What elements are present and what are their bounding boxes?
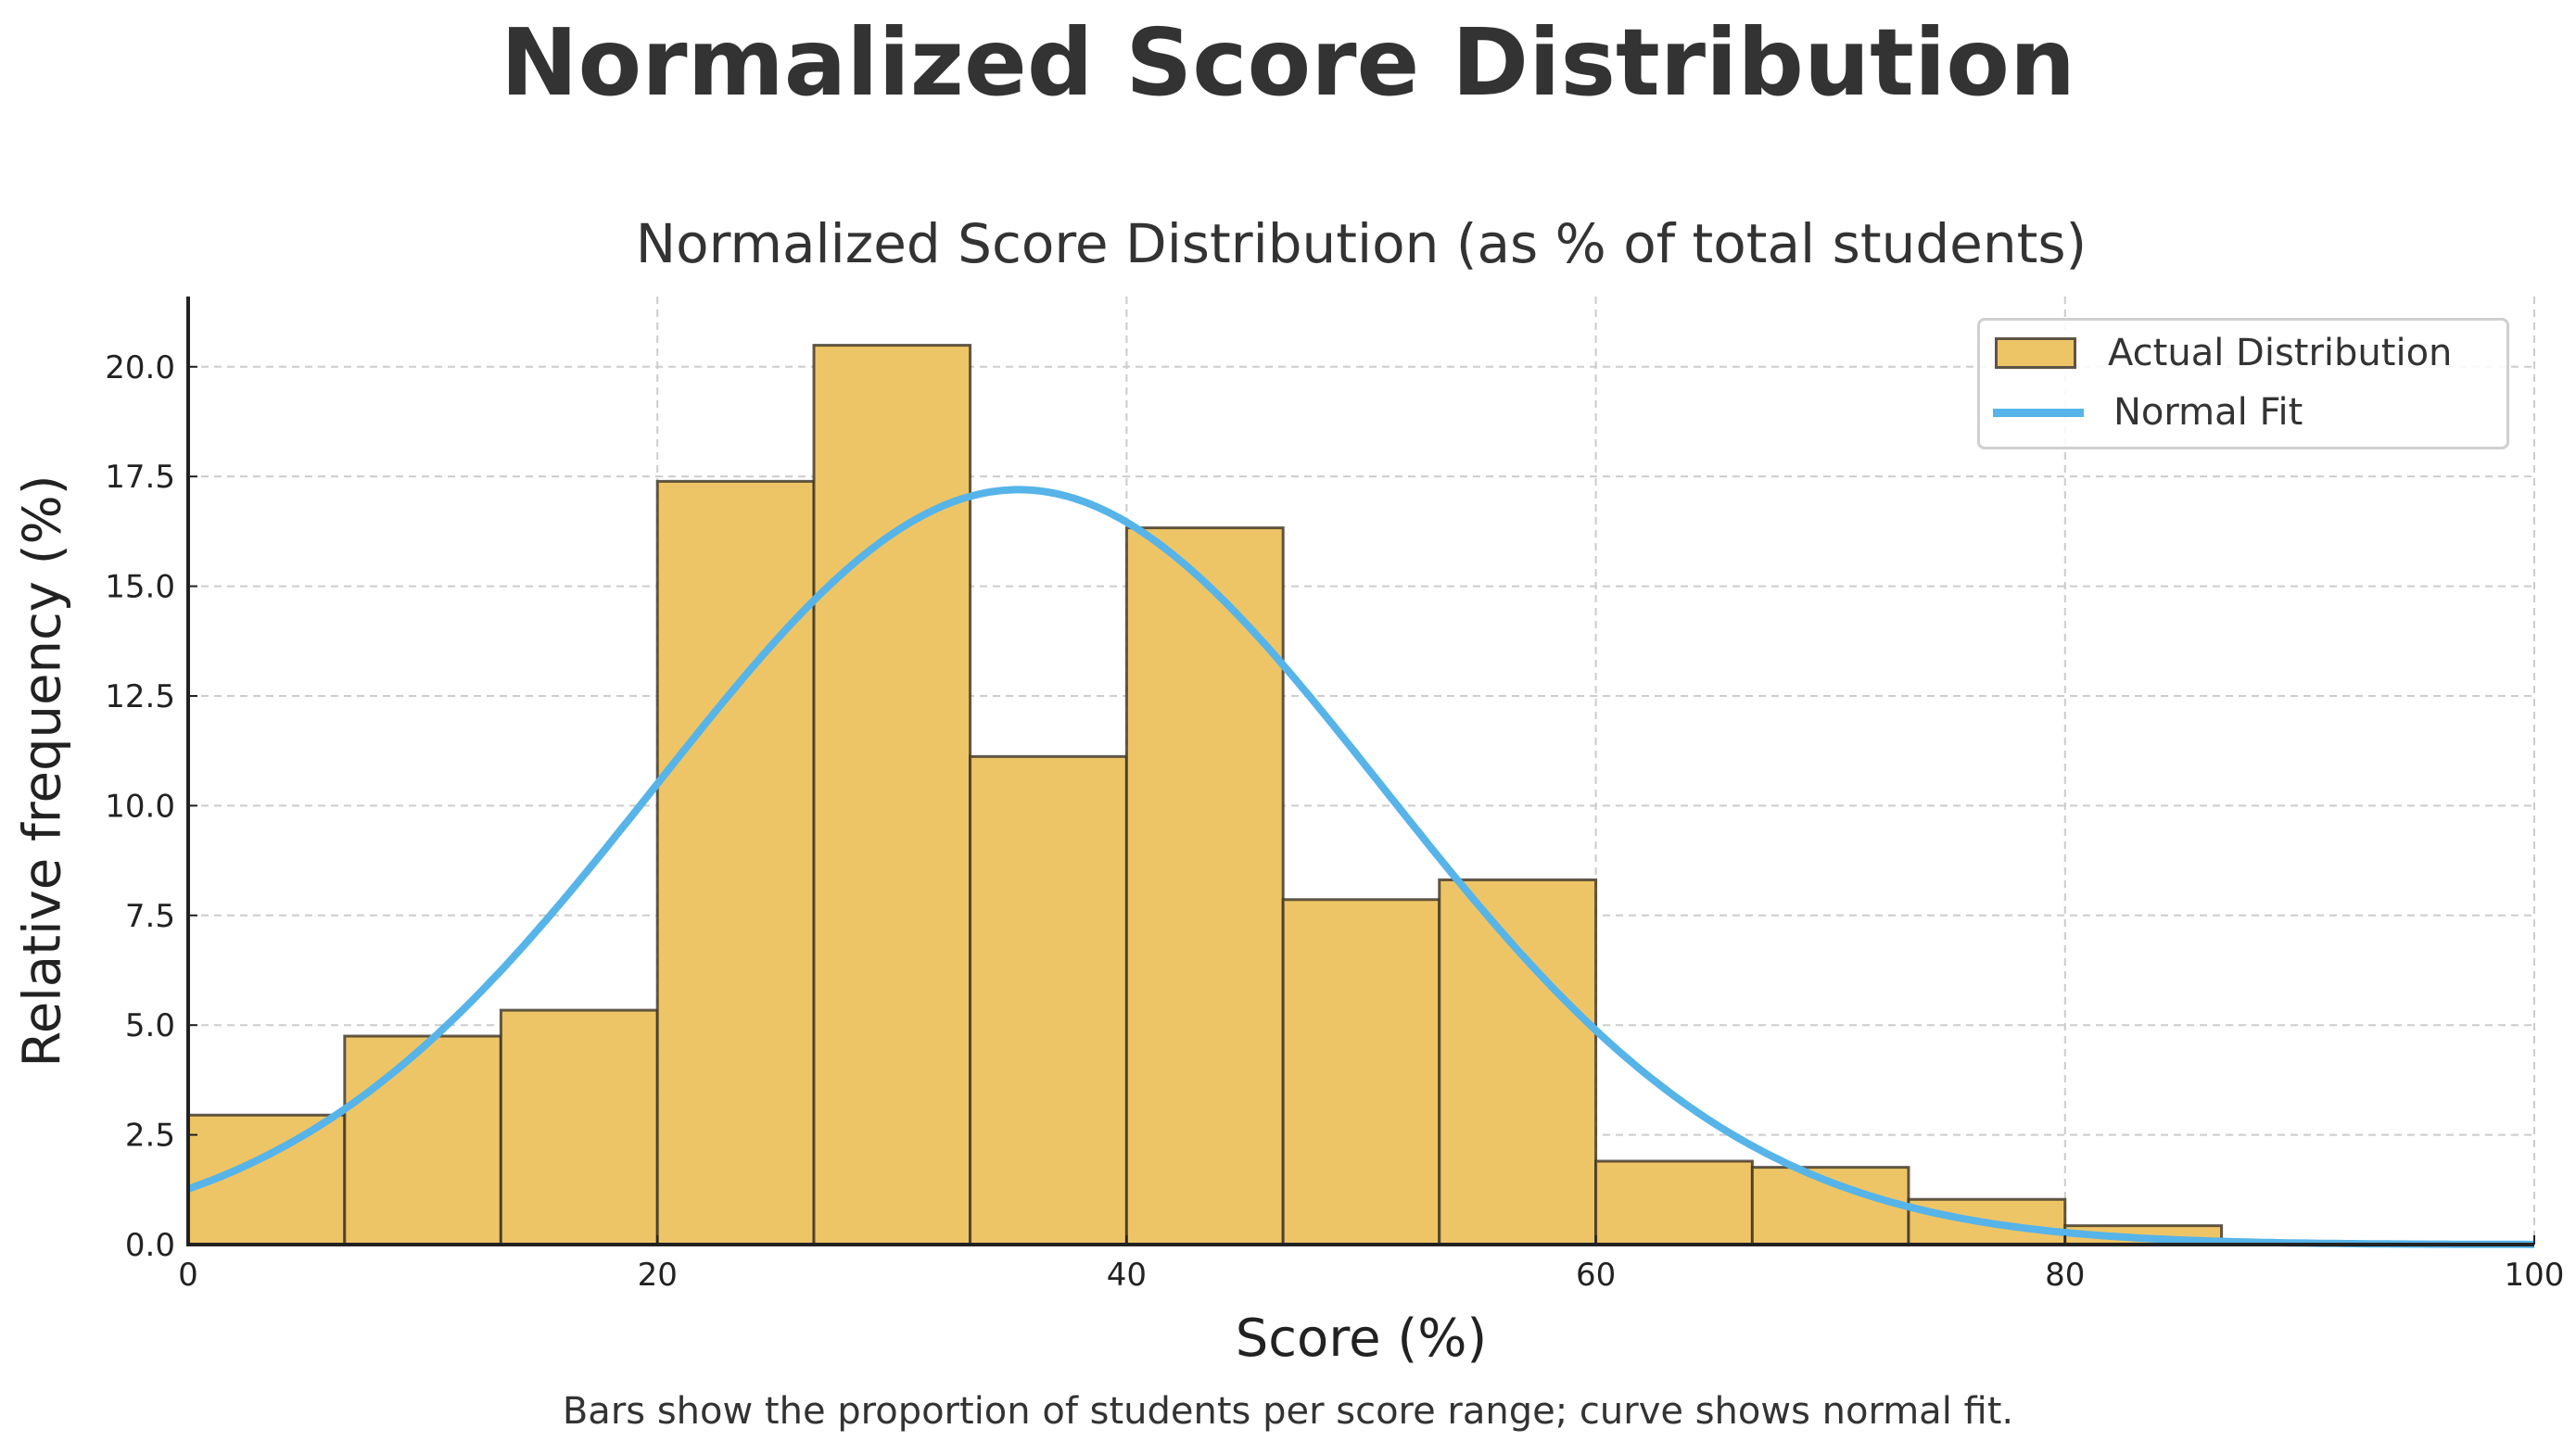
y-tick-label: 5.0 <box>125 1007 175 1044</box>
y-tick-label: 12.5 <box>105 678 175 715</box>
legend-label: Normal Fit <box>2113 391 2303 434</box>
y-tick-label: 10.0 <box>105 788 175 825</box>
chart-title: Normalized Score Distribution (as % of t… <box>635 212 2087 275</box>
legend-item-normal-fit: Normal Fit <box>1993 391 2303 434</box>
histogram-bar <box>969 754 1128 1246</box>
legend-item-actual-distribution: Actual Distribution <box>1993 332 2452 374</box>
y-tick-label: 17.5 <box>105 459 175 496</box>
histogram-bar <box>1281 898 1441 1246</box>
figure-suptitle: Normalized Score Distribution <box>500 8 2076 117</box>
histogram-bar <box>1594 1159 1754 1246</box>
histogram-bar <box>812 344 972 1246</box>
x-tick-label: 80 <box>2045 1257 2085 1294</box>
histogram-bars <box>186 344 2224 1246</box>
histogram-bar <box>655 479 816 1246</box>
x-axis-ticks: 0 20 40 60 80 100 <box>178 1235 2564 1294</box>
histogram-bar <box>343 1034 502 1246</box>
normal-fit-curve <box>186 486 2534 1248</box>
y-tick-label: 15.0 <box>105 569 175 606</box>
y-axis-ticks: 0.0 2.5 5.0 7.5 10.0 12.5 15.0 17.5 20.0 <box>105 349 197 1264</box>
line-swatch-icon <box>1993 408 2084 417</box>
x-axis-label: Score (%) <box>1235 1309 1488 1369</box>
figure-caption: Bars show the proportion of students per… <box>562 1390 2014 1433</box>
y-tick-label: 7.5 <box>125 898 175 935</box>
legend-label: Actual Distribution <box>2108 332 2453 374</box>
x-tick-label: 40 <box>1107 1257 1147 1294</box>
y-tick-label: 0.0 <box>125 1227 175 1264</box>
histogram-bar <box>1438 878 1598 1246</box>
x-tick-label: 20 <box>638 1257 678 1294</box>
bar-swatch-icon <box>1995 337 2076 369</box>
legend: Actual Distribution Normal Fit <box>1977 318 2509 449</box>
x-tick-label: 100 <box>2505 1257 2565 1294</box>
x-tick-label: 60 <box>1576 1257 1616 1294</box>
histogram-bar <box>499 1008 659 1246</box>
y-tick-label: 20.0 <box>105 349 175 386</box>
x-tick-label: 0 <box>178 1257 198 1294</box>
axes <box>186 297 2534 1246</box>
y-tick-label: 2.5 <box>125 1118 175 1155</box>
